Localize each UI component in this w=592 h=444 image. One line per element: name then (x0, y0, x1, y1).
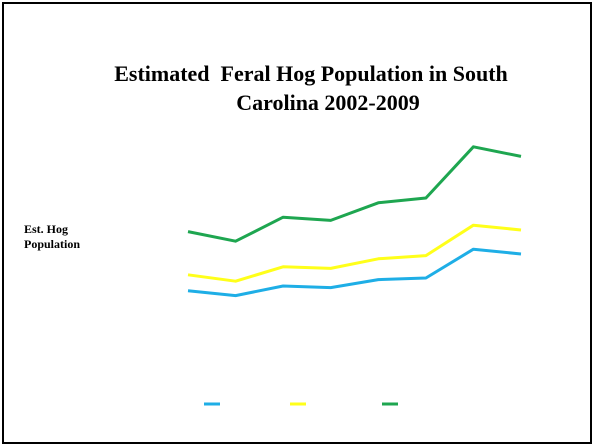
chart-title-line-2: Carolina 2002-2009 (236, 90, 420, 115)
chart-title: Estimated Feral Hog Population in South … (4, 59, 590, 117)
series-line-2 (187, 223, 522, 283)
y-axis-label-line-1: Est. Hog (24, 222, 69, 236)
series-line-3 (187, 145, 522, 243)
y-axis-label: Est. Hog Population (24, 222, 80, 252)
series-line-1 (187, 247, 522, 298)
y-axis-label-line-2: Population (24, 237, 81, 251)
chart-title-line-1: Estimated Feral Hog Population in South (114, 61, 508, 86)
